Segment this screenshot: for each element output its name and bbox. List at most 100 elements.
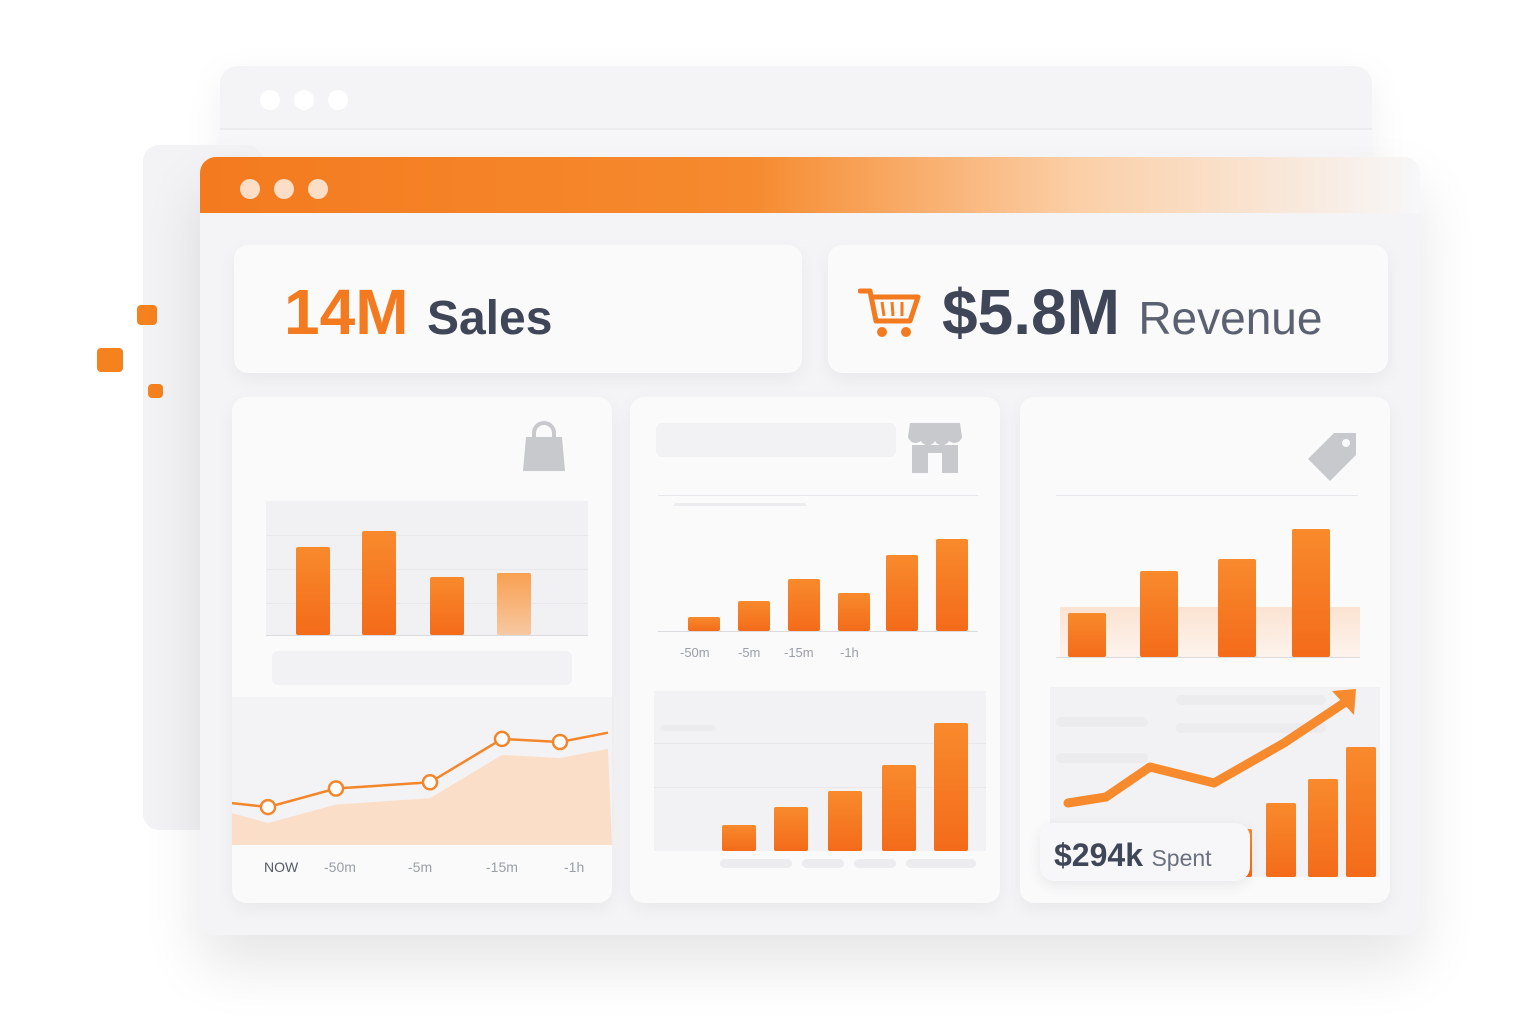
placeholder-line xyxy=(1056,753,1148,763)
chart-bar xyxy=(362,531,396,635)
chart-bar xyxy=(296,547,330,635)
x-tick: -50m xyxy=(324,859,356,875)
placeholder-pill xyxy=(802,859,844,868)
x-tick: -1h xyxy=(564,859,585,875)
window-minimize-dot[interactable] xyxy=(274,179,294,199)
chart-bar xyxy=(1308,779,1338,877)
placeholder-line xyxy=(1176,695,1326,705)
area-fill xyxy=(232,748,612,845)
spent-value: $294k xyxy=(1054,837,1143,873)
storefront-icon xyxy=(908,423,962,473)
chart-bar xyxy=(788,579,820,631)
sales-value: 14M xyxy=(284,276,409,348)
chart-bar xyxy=(688,617,720,631)
chart-bar xyxy=(1140,571,1178,657)
x-tick: -1h xyxy=(840,645,859,660)
orders-line-chart xyxy=(232,697,612,845)
store-panel: -50m -5m -15m -1h xyxy=(630,397,1000,903)
data-point xyxy=(551,733,569,751)
chart-bar xyxy=(1218,559,1256,657)
pricing-bar-chart xyxy=(1060,529,1360,657)
window-titlebar xyxy=(200,157,1420,213)
placeholder-line xyxy=(660,725,716,731)
placeholder-block xyxy=(272,651,572,685)
divider xyxy=(1056,495,1358,496)
divider xyxy=(658,495,978,496)
spent-label: Spent xyxy=(1151,845,1212,871)
chart-bar xyxy=(497,573,531,635)
data-point xyxy=(493,730,511,748)
placeholder-line xyxy=(1056,717,1148,727)
axis-line xyxy=(658,631,978,632)
background-window-titlebar xyxy=(220,66,1372,130)
x-tick: -50m xyxy=(680,645,710,660)
spent-kpi: $294k Spent xyxy=(1054,837,1212,874)
orders-panel: NOW -50m -5m -15m -1h xyxy=(232,397,612,903)
revenue-kpi-card: $5.8M Revenue xyxy=(828,245,1388,373)
chart-bar xyxy=(882,765,916,851)
window-dot xyxy=(260,90,280,110)
placeholder-pill xyxy=(854,859,896,868)
decorative-square xyxy=(97,348,123,372)
chart-bar xyxy=(722,825,756,851)
x-tick: -15m xyxy=(784,645,814,660)
window-dot xyxy=(328,90,348,110)
bar-area xyxy=(654,691,986,851)
axis-line xyxy=(1056,657,1360,658)
gridline xyxy=(654,743,986,744)
chart-bar xyxy=(774,807,808,851)
placeholder-line xyxy=(674,503,806,506)
sales-kpi-card: 14M Sales xyxy=(234,245,802,373)
window-dot xyxy=(294,90,314,110)
placeholder-block xyxy=(656,423,896,457)
decorative-square xyxy=(148,384,163,398)
price-tag-icon xyxy=(1308,433,1356,481)
store-secondary-chart xyxy=(654,691,986,851)
placeholder-line xyxy=(1176,723,1326,733)
data-point xyxy=(327,780,345,797)
chart-bar xyxy=(828,791,862,851)
chart-bar xyxy=(838,593,870,631)
bar-area xyxy=(1060,529,1360,657)
x-tick: -5m xyxy=(408,859,433,875)
chart-bar xyxy=(1266,803,1296,877)
chart-bar xyxy=(1292,529,1330,657)
chart-bar xyxy=(1346,747,1376,877)
orders-bar-chart xyxy=(266,501,588,636)
x-tick: -5m xyxy=(738,645,761,660)
chart-bar xyxy=(934,723,968,851)
chart-bar xyxy=(1068,613,1106,657)
gridline xyxy=(266,569,588,570)
placeholder-pill xyxy=(720,859,792,868)
data-point xyxy=(421,774,439,791)
data-point xyxy=(259,798,277,816)
x-tick: -15m xyxy=(486,859,518,875)
chart-bar xyxy=(886,555,918,631)
axis-line xyxy=(266,635,588,636)
decorative-square xyxy=(137,305,157,325)
trend-arrow xyxy=(1063,689,1356,808)
store-bar-chart xyxy=(658,529,978,631)
gridline xyxy=(266,535,588,536)
revenue-kpi: $5.8M Revenue xyxy=(942,275,1322,349)
sales-kpi: 14M Sales xyxy=(284,275,552,349)
pricing-panel: $294k Spent xyxy=(1020,397,1390,903)
revenue-label: Revenue xyxy=(1138,292,1323,344)
shopping-bag-icon xyxy=(523,421,565,471)
cart-icon xyxy=(858,288,921,337)
store-x-axis: -50m -5m -15m -1h xyxy=(630,645,1000,663)
chart-bar xyxy=(738,601,770,631)
chart-bar xyxy=(936,539,968,631)
dashboard-window: 14M Sales $5.8M Revenue xyxy=(200,157,1420,935)
spent-badge: $294k Spent xyxy=(1040,823,1250,881)
x-tick: NOW xyxy=(264,859,299,875)
bar-area xyxy=(266,501,588,635)
window-close-dot[interactable] xyxy=(240,179,260,199)
chart-bar xyxy=(430,577,464,635)
gridline xyxy=(266,603,588,604)
window-maximize-dot[interactable] xyxy=(308,179,328,199)
sales-label: Sales xyxy=(426,292,553,345)
revenue-value: $5.8M xyxy=(942,276,1120,348)
placeholder-pill xyxy=(906,859,976,868)
orders-x-axis: NOW -50m -5m -15m -1h xyxy=(232,859,612,879)
